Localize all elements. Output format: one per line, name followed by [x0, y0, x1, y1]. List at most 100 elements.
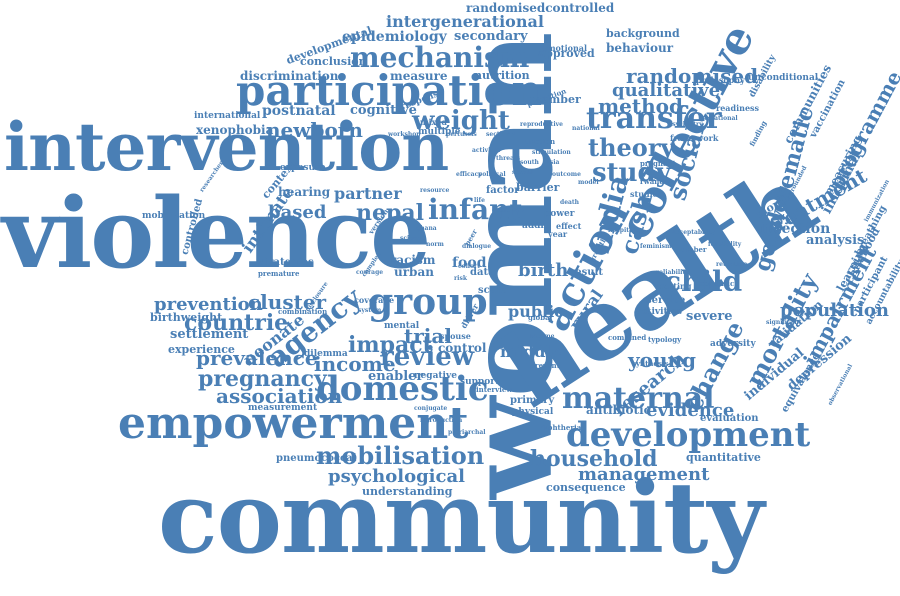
- word-rwanda: rwanda: [640, 177, 669, 186]
- word-based: based: [268, 202, 327, 223]
- word-member: member: [530, 93, 581, 106]
- word-reproductive: reproductive: [520, 121, 563, 128]
- word-feminism: feminism: [640, 243, 672, 250]
- word-postnatal: postnatal: [262, 103, 336, 119]
- word-courage: courage: [356, 269, 384, 276]
- word-international: international: [194, 111, 261, 121]
- word-evaluation: evaluation: [700, 413, 759, 424]
- word-mobilisation: mobilisation: [316, 441, 485, 470]
- word-data: data: [470, 267, 495, 278]
- word-background: background: [606, 27, 680, 40]
- word-risk: risk: [454, 275, 467, 282]
- word-development: development: [566, 415, 811, 455]
- word-norm: norm: [426, 241, 444, 248]
- word-premature: premature: [258, 269, 300, 278]
- word-epidemiology: epidemiology: [342, 29, 447, 45]
- word-model: model: [578, 179, 599, 186]
- word-review: review: [380, 342, 475, 372]
- word-nutrition: nutrition: [474, 69, 530, 82]
- word-young: young: [628, 348, 697, 372]
- word-prevalence: prevalence: [196, 346, 318, 370]
- word-combined: combined: [608, 333, 647, 342]
- word-feasibility: feasibility: [708, 241, 742, 248]
- word-mixed: mixed: [420, 117, 447, 127]
- word-cognitive: cognitive: [350, 103, 417, 118]
- word-birthweight: birthweight: [150, 311, 223, 324]
- word-intervention: intervention: [4, 108, 449, 186]
- word-activities: activities: [636, 307, 682, 317]
- word-settlement: settlement: [170, 327, 249, 342]
- word-pertussis: pertussis: [446, 131, 477, 138]
- word-workshop: workshop: [388, 131, 421, 138]
- word-primary: primary: [510, 395, 555, 406]
- word-pregnant: pregnant: [640, 159, 676, 168]
- word-global: global: [528, 313, 553, 322]
- word-framework: framework: [670, 133, 719, 143]
- word-philosophy: philosophy: [696, 75, 745, 85]
- word-hearing: hearing: [278, 185, 331, 199]
- word-infant: infant: [428, 193, 523, 226]
- word-support: support: [460, 377, 500, 387]
- word-middle: middle: [500, 342, 562, 361]
- word-resource: resource: [420, 187, 450, 194]
- word-trial: trial: [404, 324, 452, 348]
- word-outcome: outcome: [552, 171, 581, 178]
- word-dilemma: dilemma: [304, 349, 348, 359]
- word-maternal: maternal: [562, 381, 715, 416]
- word-synthesis: synthesis: [632, 359, 669, 368]
- word-randomisedcontrolled: randomisedcontrolled: [466, 1, 615, 15]
- word-discrimination: discrimination: [240, 69, 339, 83]
- word-cohort: cohort: [458, 263, 480, 270]
- word-effect: effect: [556, 221, 582, 231]
- word-activism: activism: [472, 147, 501, 154]
- word-partner: partner: [334, 184, 402, 203]
- word-focus: focus: [500, 297, 521, 306]
- word-introduction: introduction: [420, 417, 463, 424]
- word-transfer: transfer: [586, 101, 722, 136]
- word-unconditional: unconditional: [748, 73, 819, 83]
- word-income: income: [314, 352, 396, 376]
- word-factor: factor: [486, 185, 520, 196]
- word-theory: theory: [588, 133, 675, 162]
- word-approved: approved: [538, 47, 595, 60]
- word-retention: retention: [716, 261, 748, 268]
- word-life: life: [474, 197, 485, 204]
- word-acceptability: acceptability: [672, 229, 716, 236]
- word-reliability: reliability: [656, 269, 689, 276]
- word-sexual: sexual: [512, 169, 534, 176]
- word-countrie: countrie: [184, 310, 289, 336]
- word-conclusion: conclusion: [300, 55, 367, 68]
- word-evidence: evidence: [646, 400, 735, 421]
- word-nepal: nepal: [356, 200, 424, 226]
- word-negative: negative: [414, 371, 457, 381]
- word-number: number: [676, 245, 707, 254]
- word-antibiotic: antibiotic: [586, 403, 651, 417]
- word-control: control: [438, 341, 487, 355]
- word-efficacy: efficacy: [456, 171, 482, 178]
- word-combination: combination: [278, 307, 328, 316]
- word-power: power: [544, 209, 575, 219]
- word-measurement: measurement: [248, 403, 318, 413]
- word-newborn: newborn: [266, 118, 363, 142]
- word-domestic: domestic: [316, 369, 489, 409]
- word-hospital: hospital: [608, 227, 636, 234]
- word-service: service: [646, 295, 686, 306]
- word-readiness: readiness: [716, 103, 760, 113]
- word-function: function: [522, 137, 556, 146]
- word-system: system: [358, 307, 382, 314]
- word-secondary: secondary: [454, 29, 528, 44]
- word-behaviour: behaviour: [606, 41, 674, 55]
- word-patriarchal: patriarchal: [448, 429, 486, 436]
- word-household: household: [530, 446, 658, 472]
- word-pregnancy: pregnancy: [198, 366, 327, 392]
- word-typology: typology: [648, 335, 682, 344]
- word-income-small: income: [530, 333, 555, 340]
- word-quantitative: quantitative: [686, 451, 761, 464]
- word-finding: finding: [747, 119, 769, 148]
- word-enabler: enabler: [368, 369, 424, 384]
- word-mobilization: mobilization: [142, 211, 206, 221]
- word-multiple: multiple: [418, 127, 461, 137]
- word-management: management: [578, 464, 710, 485]
- word-participation: participation: [236, 66, 543, 115]
